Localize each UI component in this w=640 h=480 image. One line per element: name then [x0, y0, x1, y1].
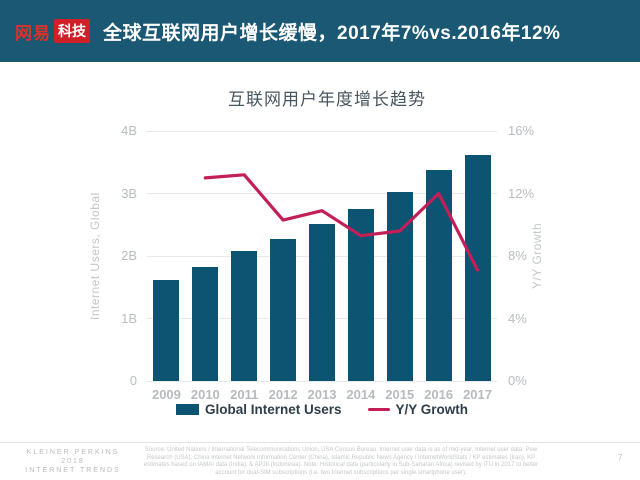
x-label-2011: 2011 — [230, 387, 259, 402]
left-axis-tick: 4B — [121, 123, 137, 138]
brand-line-2: 2018 — [61, 458, 85, 465]
yy-growth-polyline — [203, 173, 480, 272]
bar-2013 — [309, 223, 335, 381]
bar-2012 — [270, 238, 297, 381]
right-axis-tick: 8% — [508, 248, 527, 263]
bar-2011 — [231, 251, 258, 381]
left-axis-tick: 2B — [121, 248, 137, 263]
brand-line-3: INTERNET TRENDS — [25, 467, 121, 474]
x-label-2009: 2009 — [151, 387, 181, 402]
x-label-2016: 2016 — [424, 387, 454, 402]
footer-divider — [0, 442, 640, 443]
bar-2009 — [153, 279, 180, 381]
right-axis-tick: 12% — [508, 185, 535, 201]
legend-bar-label: Global Internet Users — [204, 402, 342, 417]
bar-2010 — [192, 267, 219, 381]
line-swatch-icon — [367, 407, 390, 412]
gridline — [147, 130, 497, 132]
legend-item-bars: Global Internet Users — [175, 402, 342, 417]
gridline — [147, 380, 497, 382]
legend-line-label: Y/Y Growth — [395, 402, 469, 417]
yy-growth-line — [203, 173, 480, 272]
netease-logo-text: 网易 — [15, 23, 51, 43]
header-bar: 网易 科技 全球互联网用户增长缓慢，2017年7%vs.2016年12% — [0, 0, 640, 62]
bar-2016 — [425, 169, 452, 381]
x-label-2013: 2013 — [307, 387, 337, 402]
left-axis-tick: 1B — [121, 310, 137, 326]
chart-legend: Global Internet Users Y/Y Growth — [147, 402, 497, 417]
brand-line-1: KLEINER PERKINS — [26, 449, 120, 456]
x-label-2012: 2012 — [268, 387, 298, 402]
netease-tech-logo: 网易 科技 — [15, 19, 90, 44]
tech-logo-badge: 科技 — [54, 19, 90, 43]
left-axis-tick: 0 — [129, 373, 137, 388]
kleiner-perkins-brand: KLEINER PERKINS 2018 INTERNET TRENDS — [8, 448, 138, 475]
chart-title: 互联网用户年度增长趋势 — [228, 90, 426, 109]
x-label-2015: 2015 — [385, 387, 415, 402]
x-label-2017: 2017 — [463, 387, 492, 402]
right-axis-tick: 16% — [508, 123, 535, 138]
gridline — [147, 193, 497, 194]
page-number: 7 — [618, 453, 623, 462]
bar-swatch-icon — [175, 404, 199, 415]
left-axis-tick: 3B — [121, 185, 137, 201]
source-note: Source: United Nations / International T… — [143, 447, 539, 476]
right-axis-tick: 0% — [508, 373, 527, 388]
x-label-2010: 2010 — [190, 387, 220, 402]
right-axis-tick: 4% — [508, 310, 527, 326]
plot-area — [147, 130, 497, 382]
x-label-2014: 2014 — [346, 387, 376, 402]
page-title: 全球互联网用户增长缓慢，2017年7%vs.2016年12% — [103, 22, 561, 44]
legend-item-line: Y/Y Growth — [367, 402, 469, 417]
